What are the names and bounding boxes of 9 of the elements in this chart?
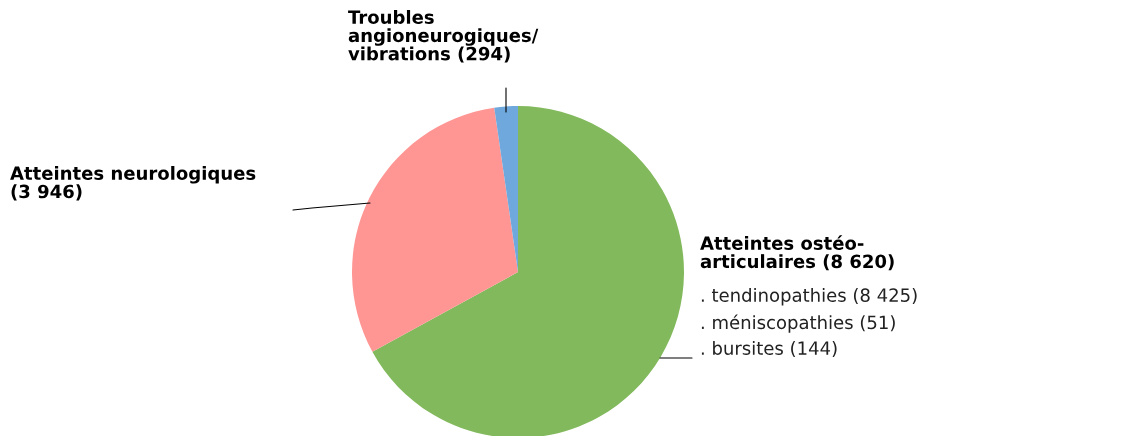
text: . tendinopathies (8 425) [701,288,917,306]
slice-label: Atteintes ostéo- articulaires (8 620) [700,235,894,271]
text: . bursites (144) [701,341,837,358]
text: . méniscopathies (51) [701,314,895,333]
pie-slice [352,107,518,352]
pie-slice [494,106,518,272]
pie-slice [372,106,684,436]
slice-label: Atteintes neurologiques (3 946) [10,166,256,201]
slice-label: Troubles angioneurogiques/ vibrations (294) [348,10,539,63]
